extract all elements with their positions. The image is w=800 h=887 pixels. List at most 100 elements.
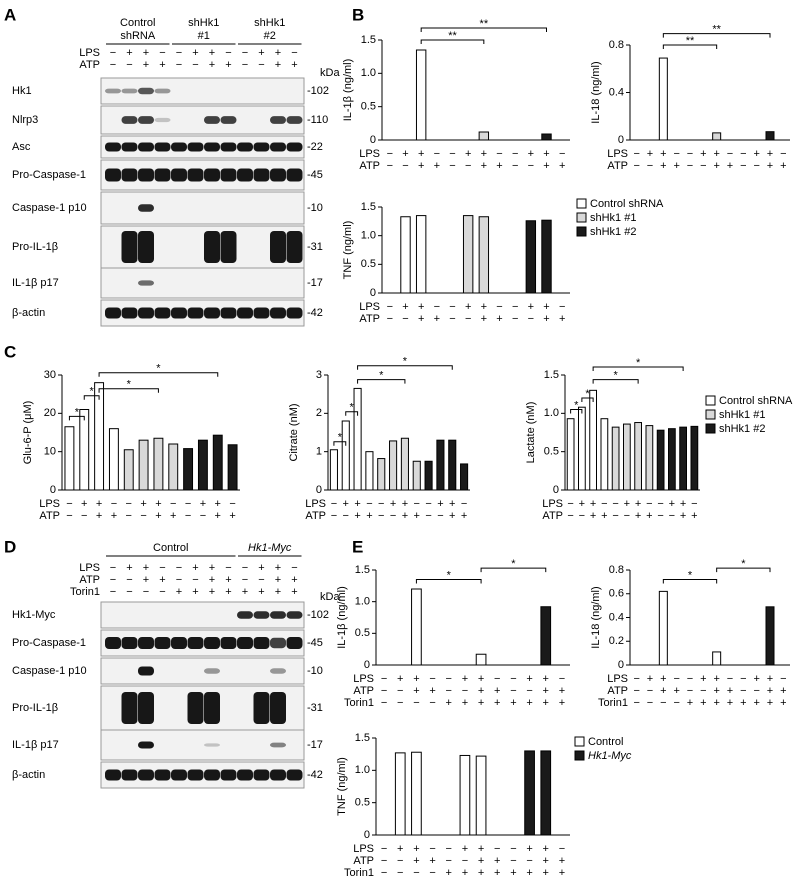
condition-sign: − [258,59,264,71]
blot-band [253,142,270,152]
condition-sign: − [691,498,697,510]
y-tick-label: 1.0 [361,67,376,79]
blot-band [138,637,154,649]
significance-label: * [447,569,452,581]
condition-sign: + [446,697,452,709]
condition-sign: − [753,160,759,172]
condition-sign: − [291,47,297,59]
condition-sign: − [673,148,679,160]
blot-band [105,769,121,781]
condition-sign: − [126,510,132,522]
condition-sign: + [478,685,484,697]
blot-band [138,87,154,95]
condition-sign: − [381,855,387,867]
condition-label: LPS [359,148,380,160]
condition-sign: − [140,510,146,522]
condition-sign: − [437,510,443,522]
blot-band [270,307,286,319]
significance-label: * [613,370,618,382]
legend-swatch [576,212,587,223]
condition-sign: + [496,313,502,325]
condition-sign: − [727,673,733,685]
significance-bracket [592,366,684,371]
condition-sign: − [176,574,182,586]
condition-sign: + [543,697,549,709]
condition-sign: − [378,510,384,522]
condition-sign: + [700,697,706,709]
condition-sign: + [465,148,471,160]
condition-sign: + [481,148,487,160]
condition-label: ATP [359,313,380,325]
significance-bracket [662,579,718,584]
condition-sign: + [434,313,440,325]
condition-sign: − [381,867,387,879]
condition-sign: − [740,673,746,685]
blot-band [121,307,138,319]
condition-sign: + [543,301,549,313]
significance-label: ** [686,35,695,47]
condition-sign: + [413,685,419,697]
condition-sign: + [767,697,773,709]
blot-kda: -42 [307,307,323,319]
condition-sign: + [429,685,435,697]
condition-sign: + [413,843,419,855]
condition-sign: − [462,855,468,867]
y-tick-label: 0.5 [544,446,559,458]
condition-sign: + [111,510,117,522]
blot-band [138,204,154,212]
panel-label: C [4,342,16,361]
condition-sign: + [727,697,733,709]
condition-sign: + [275,562,281,574]
blot-band [270,611,286,619]
condition-sign: + [143,574,149,586]
condition-sign: − [331,498,337,510]
condition-sign: − [465,160,471,172]
condition-sign: + [635,510,641,522]
condition-label: ATP [39,510,60,522]
condition-label: ATP [79,574,100,586]
condition-sign: + [481,313,487,325]
condition-label: ATP [305,510,326,522]
condition-sign: − [449,160,455,172]
condition-sign: + [225,59,231,71]
legend-swatch [574,736,585,747]
blot-band [138,168,154,182]
blot-band [105,88,121,94]
bar [541,133,552,141]
bar [475,755,487,836]
condition-sign: + [647,148,653,160]
condition-sign: − [192,574,198,586]
condition-sign: − [559,301,565,313]
y-tick-label: 0 [618,134,624,146]
condition-sign: − [510,855,516,867]
condition-sign: + [155,510,161,522]
condition-sign: + [343,498,349,510]
blot-band [220,142,237,152]
bar [353,387,362,491]
blot-band [121,168,138,182]
bar [712,132,722,141]
condition-sign: + [753,148,759,160]
condition-sign: − [176,59,182,71]
significance-bracket [581,397,594,402]
condition-sign: − [512,313,518,325]
condition-sign: − [402,313,408,325]
condition-sign: − [727,148,733,160]
condition-sign: − [425,498,431,510]
condition-sign: − [647,685,653,697]
condition-sign: + [646,510,652,522]
condition-sign: + [673,685,679,697]
condition-sign: + [434,160,440,172]
condition-sign: + [209,586,215,598]
condition-sign: + [601,510,607,522]
kda-unit: kDa [320,591,340,603]
condition-sign: − [633,148,639,160]
condition-sign: − [465,313,471,325]
blot-band [286,611,303,619]
blot-band [138,231,154,263]
bar [540,606,552,666]
blot-kda: -17 [307,739,323,751]
condition-sign: − [66,510,72,522]
y-axis-label: Glu-6-P (μM) [22,401,34,465]
